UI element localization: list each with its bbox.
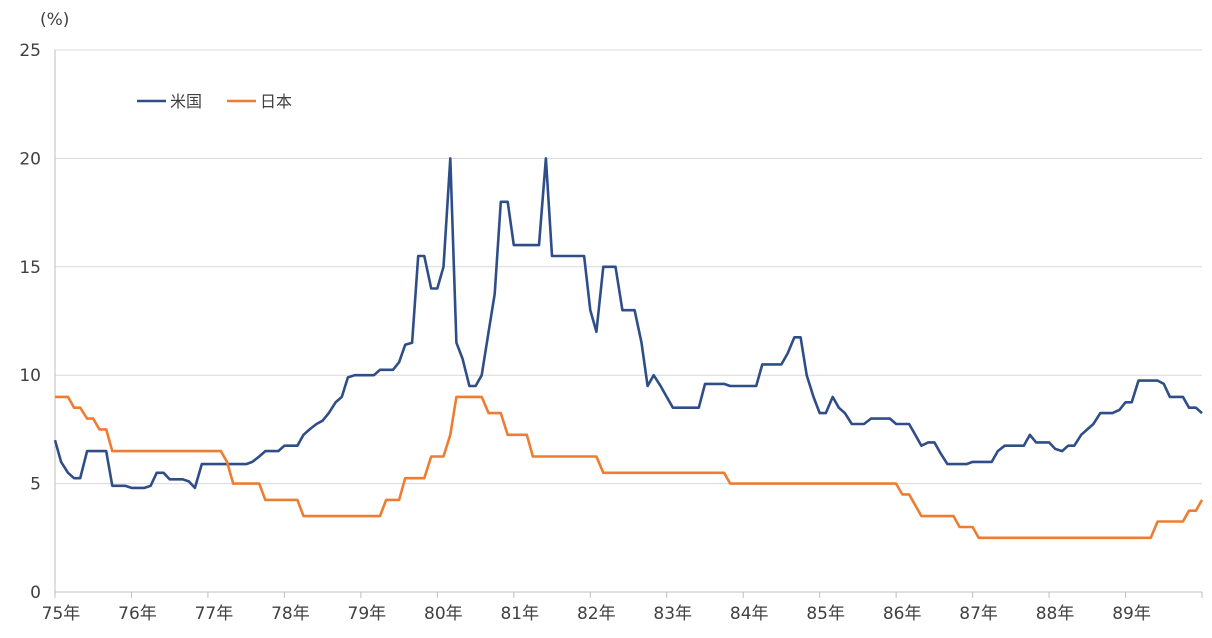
series-lines [53, 157, 1204, 540]
x-tick-label: 76年 [118, 604, 157, 624]
x-tick-label: 82年 [577, 604, 616, 624]
y-tick-label: 15 [19, 258, 41, 278]
y-tick-label: 25 [19, 41, 41, 61]
x-tick-label: 87年 [959, 604, 998, 624]
legend-label: 日本 [260, 92, 292, 111]
y-axis-tick-labels: 0 5 10 15 20 25 [19, 41, 41, 603]
x-axis: 75年 76年 77年 78年 79年 80年 81年 82年 83年 84年 85年 86年 87年 8… [42, 50, 1203, 624]
x-tick-label: 81年 [500, 604, 539, 624]
series-line-us [53, 157, 1203, 490]
x-tick-label: 86年 [883, 604, 922, 624]
y-tick-label: 0 [30, 583, 41, 603]
y-tick-label: 5 [30, 475, 41, 495]
x-tick-label: 85年 [806, 604, 845, 624]
x-tick-label: 77年 [195, 604, 234, 624]
legend-label: 米国 [170, 92, 202, 111]
x-tick-label: 84年 [730, 604, 769, 624]
y-tick-label: 10 [19, 366, 41, 386]
x-tick-label: 79年 [348, 604, 387, 624]
x-tick-label: 75年 [42, 604, 81, 624]
x-tick-label: 78年 [271, 604, 310, 624]
x-tick-label: 89年 [1112, 604, 1151, 624]
legend: 米国 日本 [137, 92, 292, 111]
series-line-japan [55, 395, 1204, 540]
gridlines [55, 49, 1202, 485]
x-tick-label: 88年 [1036, 604, 1075, 624]
x-tick-label: 83年 [653, 604, 692, 624]
y-tick-label: 20 [19, 149, 41, 169]
y-unit-label: (%) [40, 10, 69, 30]
x-tick-label: 80年 [424, 604, 463, 624]
